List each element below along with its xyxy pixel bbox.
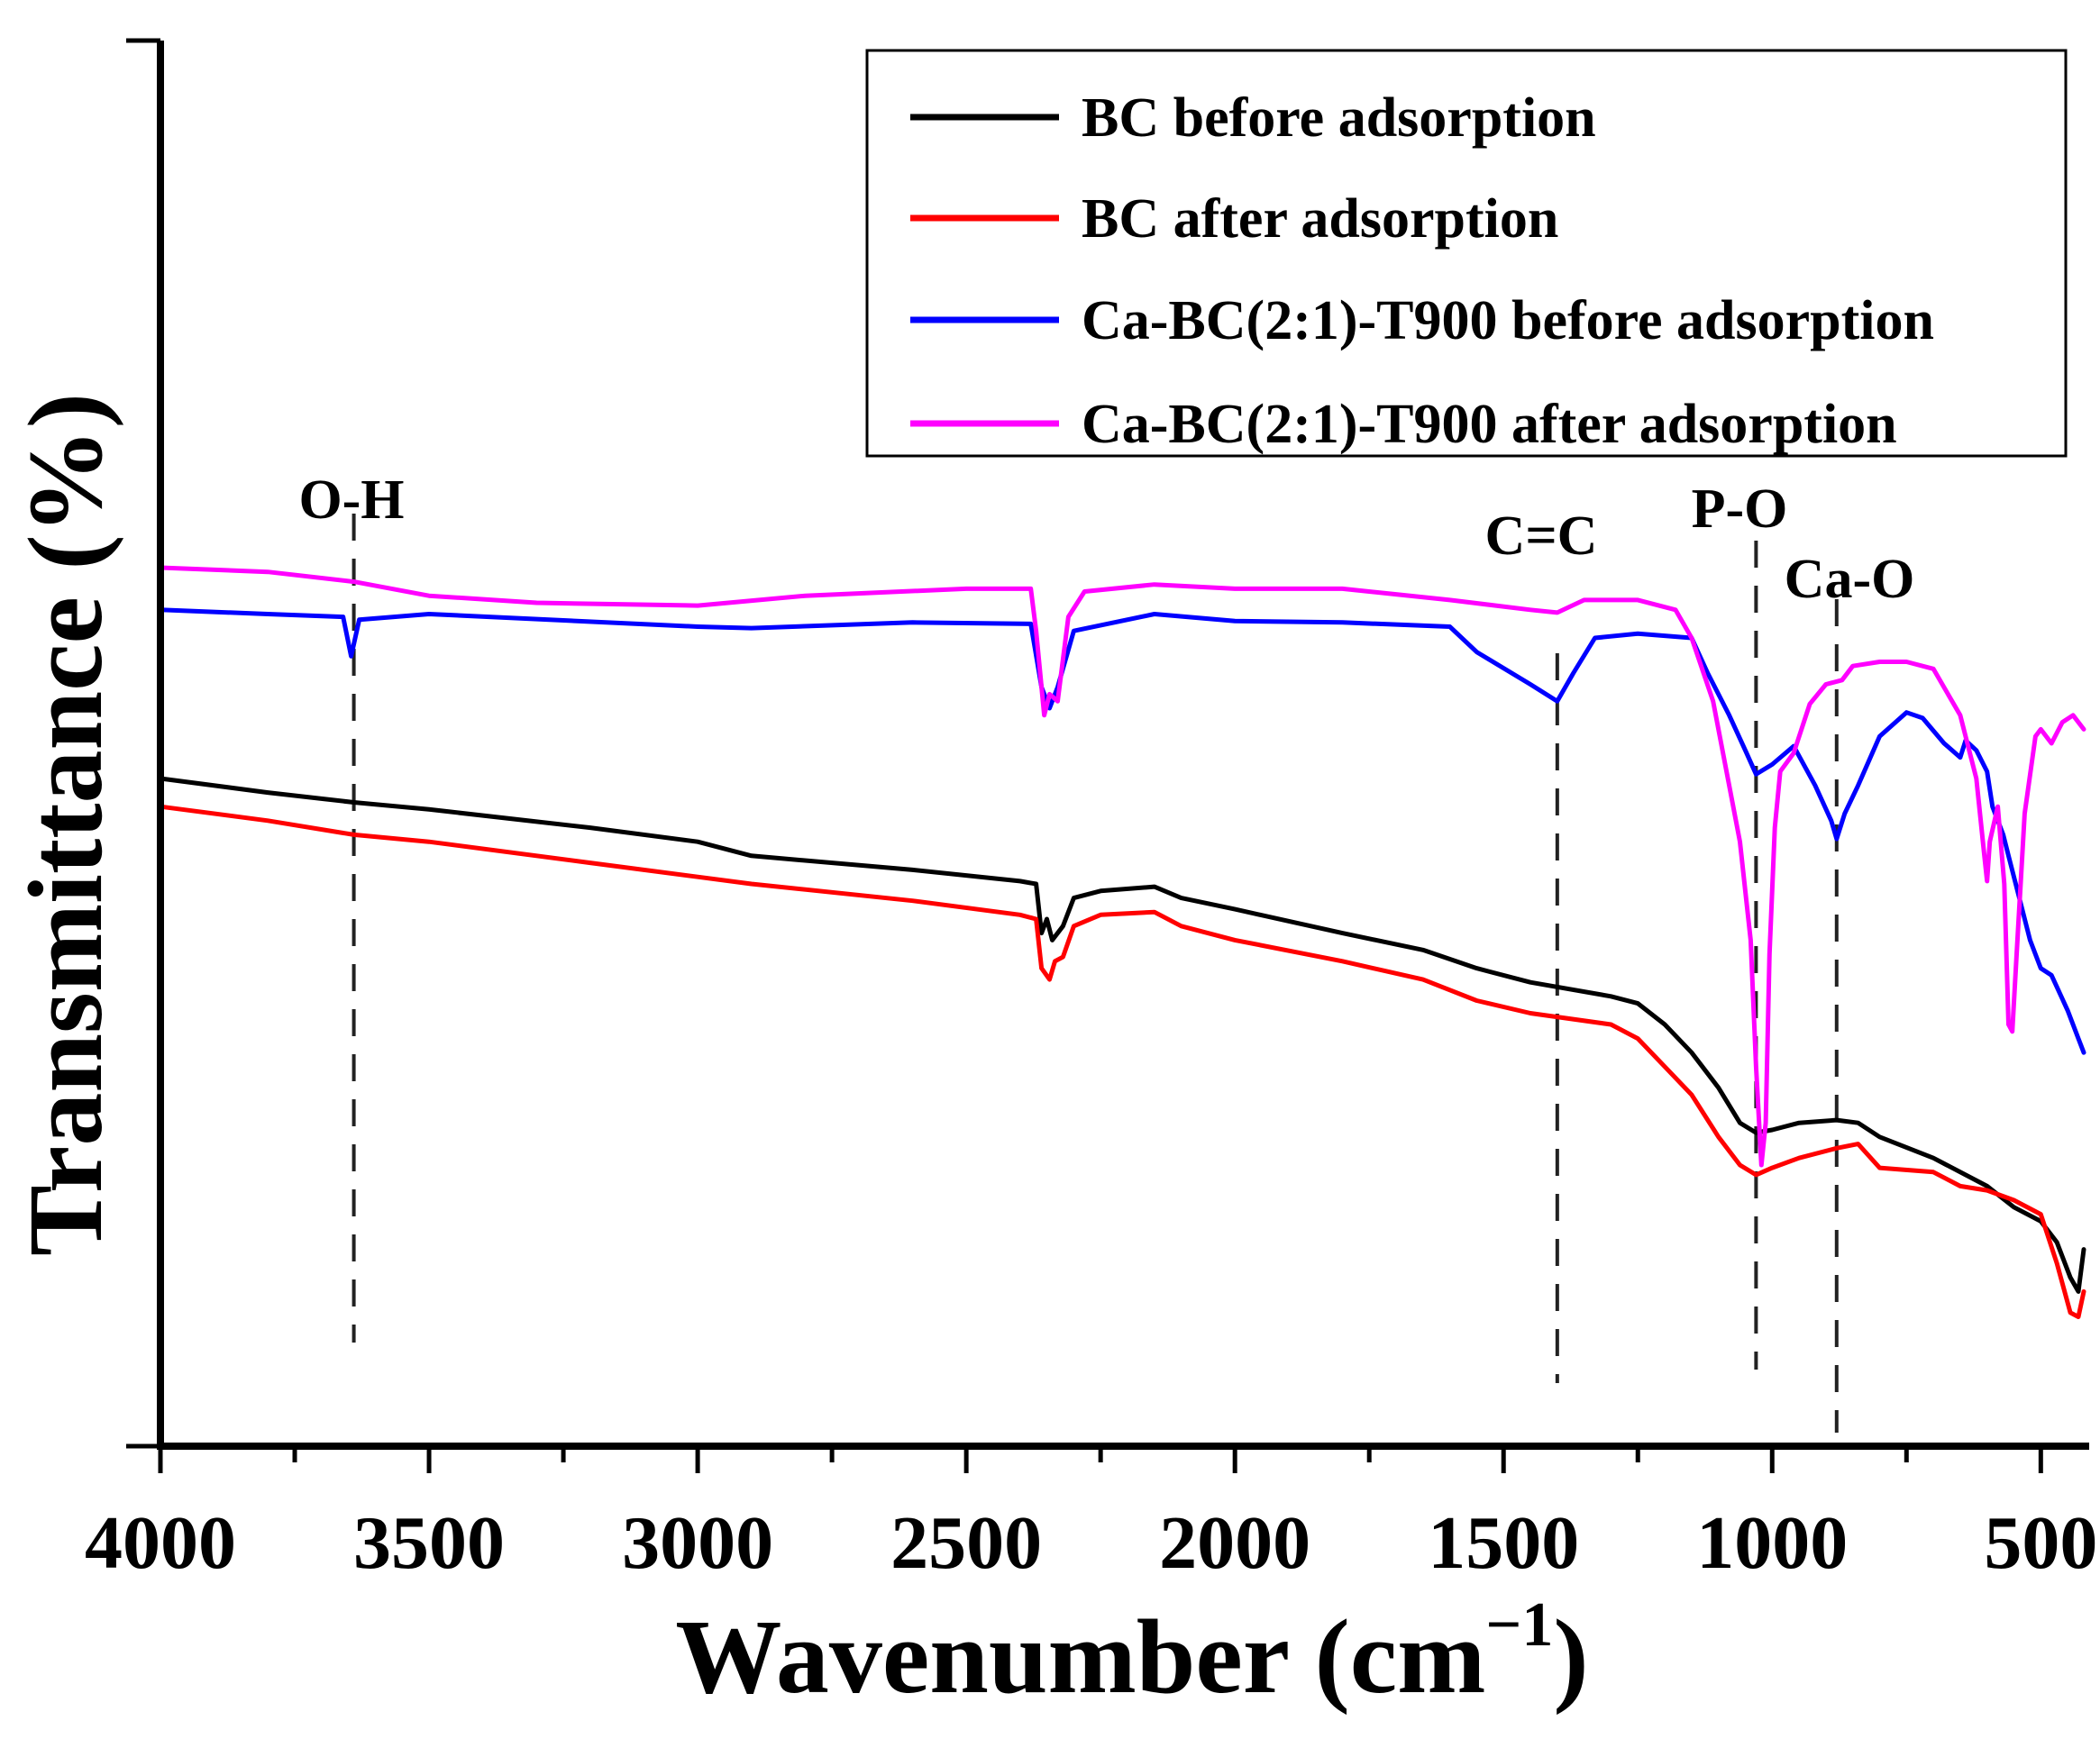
x-tick-label: 2000 <box>1159 1501 1310 1585</box>
annotation-label: C=C <box>1485 505 1598 567</box>
annotation-label: Ca-O <box>1785 549 1915 610</box>
reference-lines <box>352 514 1839 1433</box>
legend-label: BC after adsorption <box>1082 188 1558 250</box>
x-ticks <box>158 1446 2043 1473</box>
x-axis-title: Wavenumber (cm−1) <box>675 1590 1588 1716</box>
x-axis-title-main: Wavenumber (cm <box>675 1598 1485 1716</box>
x-axis-title-superscript: −1 <box>1485 1590 1553 1660</box>
annotation-label: O-H <box>298 469 404 531</box>
x-tick-label: 2500 <box>890 1501 1042 1585</box>
legend-label: BC before adsorption <box>1082 87 1596 149</box>
annotations: O-H C=C P-O Ca-O <box>298 469 1914 610</box>
series-line <box>158 804 2086 1319</box>
legend-label: Ca-BC(2:1)-T900 after adsorption <box>1082 394 1897 455</box>
x-tick-label: 500 <box>1984 1501 2097 1585</box>
x-tick-labels: 4000 3500 3000 2500 2000 1500 1000 500 <box>85 1501 2097 1585</box>
legend-box <box>865 49 2068 458</box>
legend-label: Ca-BC(2:1)-T900 before adsorption <box>1082 290 1934 351</box>
series-line <box>158 776 2086 1294</box>
series-lines <box>158 565 2086 1319</box>
x-tick-label: 1000 <box>1696 1501 1848 1585</box>
y-axis-title: Transmittance (%) <box>6 393 124 1256</box>
legend: BC before adsorption BC after adsorption C… <box>865 49 2068 458</box>
x-tick-label: 3000 <box>622 1501 773 1585</box>
annotation-label: P-O <box>1692 478 1788 540</box>
x-axis-title-close: ) <box>1553 1598 1588 1716</box>
x-tick-label: 3500 <box>353 1501 505 1585</box>
series-line <box>158 565 2086 1168</box>
series-line <box>158 607 2086 1055</box>
x-tick-label: 1500 <box>1428 1501 1579 1585</box>
x-tick-label: 4000 <box>85 1501 236 1585</box>
